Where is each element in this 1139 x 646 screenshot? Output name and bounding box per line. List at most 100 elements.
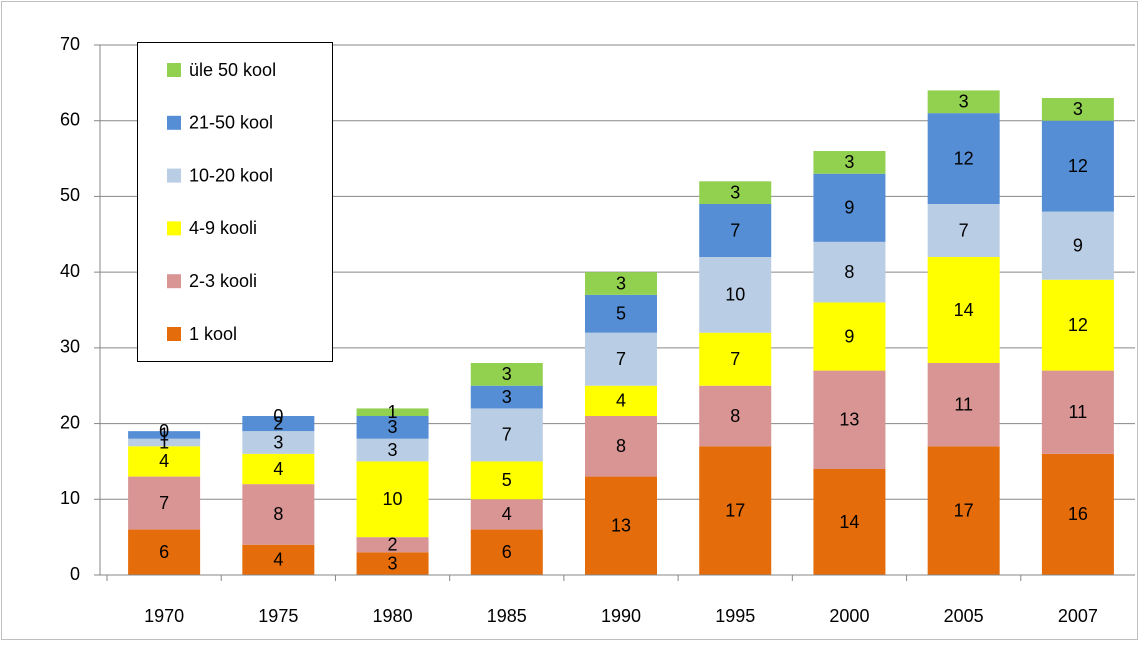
bar-segment [1041, 211, 1114, 280]
x-tick-label: 2007 [1058, 606, 1098, 626]
bar-segment [128, 476, 201, 530]
bar-segment [585, 416, 657, 477]
bar-segment [128, 431, 201, 439]
data-label: 16 [1068, 504, 1088, 524]
bar-segment [813, 302, 886, 371]
bar-segment [470, 499, 543, 530]
data-label: 13 [839, 410, 859, 430]
x-tick-label: 1990 [601, 606, 641, 626]
bar-segment [356, 416, 429, 439]
data-label: 8 [730, 406, 740, 426]
bar-segment [927, 363, 1000, 447]
legend-swatch [167, 63, 181, 77]
bar-segment [242, 416, 315, 432]
data-label: 9 [844, 326, 854, 346]
bar-segment [699, 204, 772, 257]
legend-swatch [167, 115, 181, 130]
bar-segment [470, 529, 543, 575]
legend-label: 10-20 kool [189, 165, 273, 185]
bar-segment [470, 461, 543, 500]
data-label: 3 [844, 152, 854, 172]
legend-swatch [167, 168, 181, 183]
data-label: 3 [730, 182, 740, 202]
bar-segment [1041, 370, 1114, 454]
data-label: 7 [159, 493, 169, 513]
data-label: 0 [159, 421, 169, 441]
data-label: 0 [273, 406, 283, 426]
bar-segment [356, 552, 429, 575]
data-label: 3 [388, 440, 398, 460]
legend-label: 4-9 kooli [189, 218, 257, 238]
bar-segment [356, 438, 429, 462]
data-label: 2 [388, 534, 398, 554]
bar-segment [585, 476, 657, 575]
bar-segment [1041, 120, 1114, 212]
x-tick-label: 1980 [373, 606, 413, 626]
data-label: 12 [954, 148, 974, 168]
data-label: 6 [502, 542, 512, 562]
x-tick-label: 2000 [829, 606, 869, 626]
y-tick-label: 10 [60, 488, 80, 508]
x-tick-label: 1985 [487, 606, 527, 626]
bar-segment [242, 484, 315, 545]
bar-segment [699, 257, 772, 333]
bar-segment [242, 431, 315, 454]
bar-segment [242, 544, 315, 575]
bar-segment [128, 529, 201, 575]
data-label: 3 [388, 553, 398, 573]
data-label: 4 [502, 504, 512, 524]
data-label: 5 [616, 304, 626, 324]
data-label: 5 [502, 470, 512, 490]
data-label: 4 [273, 459, 283, 479]
data-label: 11 [954, 394, 973, 414]
data-label: 3 [388, 417, 398, 437]
y-tick-label: 40 [60, 261, 80, 281]
bar-segment [699, 385, 772, 447]
data-label: 3 [616, 273, 626, 293]
data-label: 1 [388, 402, 398, 422]
y-tick-label: 20 [60, 412, 80, 432]
y-tick-label: 60 [60, 109, 80, 129]
bar-segment [242, 453, 315, 485]
data-label: 13 [611, 516, 631, 536]
legend-swatch [167, 274, 181, 289]
legend-label: üle 50 kool [189, 60, 276, 80]
data-label: 2 [273, 413, 283, 433]
data-label: 4 [273, 550, 283, 570]
data-label: 8 [273, 504, 283, 524]
bar-segment [1041, 453, 1114, 575]
bar-segment [356, 461, 429, 538]
bar-segment [585, 294, 657, 333]
data-label: 7 [616, 349, 626, 369]
data-label: 3 [502, 387, 512, 407]
bar-segment [813, 370, 886, 469]
data-label: 1 [159, 425, 169, 445]
data-label: 8 [844, 262, 854, 282]
bar-segment [927, 446, 1000, 575]
data-label: 3 [273, 432, 283, 452]
legend-swatch [167, 327, 181, 341]
bar-segment [927, 90, 1000, 114]
bar-segment [813, 469, 886, 575]
legend-label: 1 kool [189, 324, 237, 344]
bar-segment [128, 438, 201, 447]
x-tick-label: 1995 [715, 606, 755, 626]
bar-segment [813, 151, 886, 174]
y-tick-label: 70 [60, 34, 80, 54]
y-tick-label: 30 [60, 337, 80, 357]
bar-segment [470, 408, 543, 462]
data-label: 8 [616, 436, 626, 456]
bar-segment [699, 446, 772, 575]
bar-segment [585, 385, 657, 416]
bar-segment [699, 181, 772, 204]
data-label: 11 [1069, 402, 1088, 422]
y-tick-label: 0 [70, 564, 80, 584]
bar-segment [813, 241, 886, 303]
legend-box [137, 42, 333, 362]
data-label: 9 [1073, 235, 1083, 255]
legend-swatch [167, 221, 181, 236]
data-label: 17 [725, 500, 745, 520]
x-tick-label: 1975 [258, 606, 298, 626]
data-label: 4 [159, 451, 169, 471]
